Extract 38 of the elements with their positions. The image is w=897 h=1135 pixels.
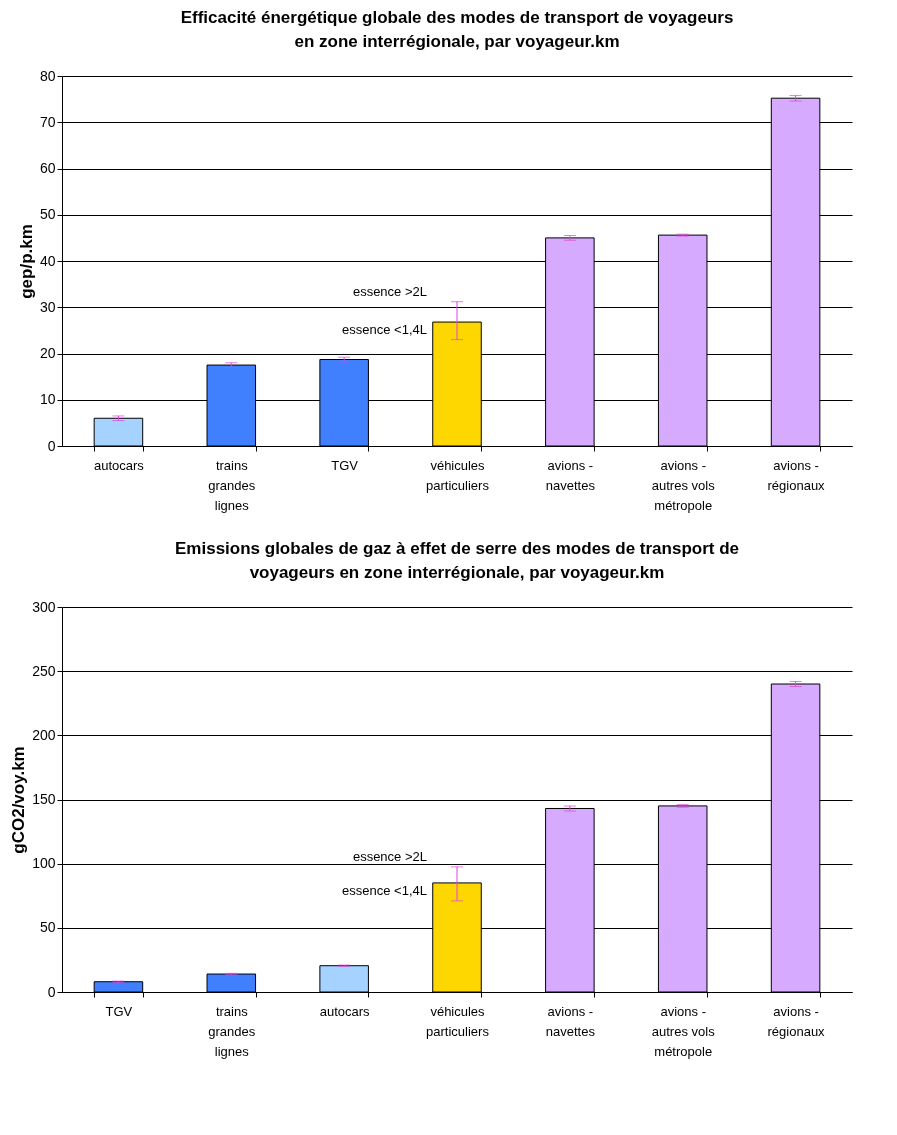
y-tick-label: 10 [39,391,56,408]
y-tick-label: 50 [39,919,56,936]
y-tick-label: 80 [39,67,56,84]
annotation: essence <1,4L [342,321,427,337]
y-tick-label: 0 [47,983,56,1000]
x-tick-label: TGV [105,1003,133,1019]
x-tick-label: avions - navettes [545,1003,596,1039]
y-tick-label: 30 [39,298,56,315]
y-tick-label: 60 [39,160,56,176]
y-axis-title: gCO2/voy.km [9,746,29,854]
x-tick-label: véhicules particuliers [426,457,490,493]
y-tick-label: 0 [47,437,56,454]
y-axis-title: gep/p.km [16,224,36,299]
y-tick-label: 150 [32,791,56,807]
annotation: essence >2L [352,848,427,864]
chart-title: Efficacité énergétique globale des modes de transport de voyageurs en zone interrégionale, par voyageur.km [180,8,734,51]
y-tick-label: 70 [39,113,56,130]
x-tick-label: avions - régionaux [767,1003,826,1039]
y-tick-label: 250 [32,662,56,679]
x-tick-label: avions - autres vols métropole [651,1003,716,1059]
x-tick-label: TGV [331,457,359,473]
x-tick-label: autocars [93,457,145,473]
annotation: essence >2L [352,283,427,299]
annotation: essence <1,4L [342,882,427,898]
x-tick-label: trains grandes lignes [208,1003,256,1059]
y-tick-label: 50 [39,206,56,223]
y-tick-label: 100 [32,855,56,872]
y-tick-label: 200 [32,726,56,743]
x-tick-label: avions - régionaux [767,457,826,493]
y-tick-label: 300 [32,598,56,615]
y-tick-label: 20 [39,345,56,361]
x-tick-label: autocars [319,1003,371,1019]
x-tick-label: avions - navettes [545,457,596,493]
x-tick-label: avions - autres vols métropole [651,457,716,513]
x-tick-label: véhicules particuliers [426,1003,490,1039]
y-tick-label: 40 [39,252,56,269]
x-tick-label: trains grandes lignes [208,457,256,513]
chart-title: Emissions globales de gaz à effet de serre des modes de transport de voyageurs en zone interrégionale, par voyageur.km [174,539,740,582]
